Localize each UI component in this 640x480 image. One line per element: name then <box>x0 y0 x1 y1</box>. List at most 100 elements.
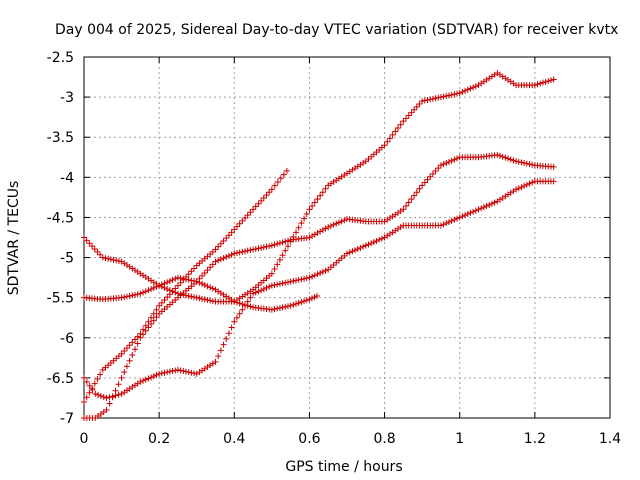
data-point <box>550 163 557 170</box>
data-point <box>199 280 206 287</box>
data-point <box>456 90 463 97</box>
data-point <box>161 296 168 303</box>
data-point <box>115 381 122 388</box>
x-tick-label: 1.2 <box>524 431 546 447</box>
data-point <box>247 294 254 301</box>
data-point <box>266 189 273 196</box>
data-point <box>306 296 313 303</box>
data-point <box>244 298 251 305</box>
y-tick-label: -6 <box>60 331 74 347</box>
data-point <box>271 266 278 273</box>
data-point <box>228 229 235 236</box>
data-point <box>419 98 426 105</box>
data-point <box>169 288 176 295</box>
data-point <box>94 248 101 255</box>
data-point <box>148 321 155 328</box>
data-point <box>89 386 96 393</box>
data-point <box>400 206 407 213</box>
data-point <box>437 162 444 169</box>
y-tick-label: -4 <box>60 170 74 186</box>
data-point <box>515 185 522 192</box>
data-point <box>283 167 290 174</box>
data-point <box>416 100 423 107</box>
data-point <box>284 243 291 250</box>
data-point <box>209 261 216 268</box>
data-point <box>494 151 501 158</box>
y-tick-label: -4.5 <box>47 210 74 226</box>
data-point <box>550 178 557 185</box>
data-point <box>277 175 284 182</box>
data-point <box>212 258 219 265</box>
data-point <box>83 394 90 401</box>
data-point <box>445 158 452 165</box>
data-point <box>255 200 262 207</box>
data-point <box>303 211 310 218</box>
data-point <box>464 211 471 218</box>
data-point <box>365 241 372 248</box>
data-point <box>131 336 138 343</box>
x-axis-label: GPS time / hours <box>285 459 402 475</box>
data-point <box>309 202 316 209</box>
data-point <box>242 248 249 255</box>
data-point <box>424 176 431 183</box>
data-point <box>94 376 101 383</box>
data-point <box>225 232 232 239</box>
data-point <box>403 202 410 209</box>
data-point <box>314 271 321 278</box>
data-point <box>258 197 265 204</box>
data-point <box>534 81 541 88</box>
data-point <box>306 274 313 281</box>
data-point <box>301 215 308 222</box>
data-point <box>333 220 340 227</box>
data-point <box>91 380 98 387</box>
data-point <box>280 171 287 178</box>
data-point <box>268 242 275 249</box>
data-point <box>279 280 286 287</box>
data-point <box>462 212 469 219</box>
data-point <box>427 96 434 103</box>
data-point <box>403 115 410 122</box>
data-point <box>276 256 283 263</box>
data-point <box>298 276 305 283</box>
data-point <box>158 370 165 377</box>
data-point <box>97 251 104 258</box>
data-point <box>134 333 141 340</box>
data-point <box>150 317 157 324</box>
chart-title: Day 004 of 2025, Sidereal Day-to-day VTE… <box>55 22 618 38</box>
data-point <box>225 330 232 337</box>
data-point <box>295 276 302 283</box>
data-point <box>368 240 375 247</box>
data-point <box>282 247 289 254</box>
x-tick-label: 1.4 <box>599 431 621 447</box>
data-point <box>475 206 482 213</box>
data-point <box>378 235 385 242</box>
data-point <box>131 291 138 298</box>
data-point <box>408 109 415 116</box>
data-point <box>107 256 114 263</box>
data-point <box>440 221 447 228</box>
data-point <box>204 267 211 274</box>
data-point <box>397 121 404 128</box>
data-point <box>518 159 525 166</box>
data-point <box>185 292 192 299</box>
data-point <box>177 275 184 282</box>
y-tick-label: -6.5 <box>47 371 74 387</box>
data-point <box>250 206 257 213</box>
data-point <box>81 398 87 405</box>
data-point <box>338 218 345 225</box>
data-point <box>255 245 262 252</box>
data-point <box>174 274 181 281</box>
data-point <box>470 208 477 215</box>
data-point <box>228 251 235 258</box>
data-point <box>405 112 412 119</box>
data-point <box>212 246 219 253</box>
data-point <box>325 224 332 231</box>
data-point <box>451 91 458 98</box>
data-point <box>112 387 119 394</box>
data-point <box>319 189 326 196</box>
data-point <box>376 236 383 243</box>
y-tick-label: -5.5 <box>47 291 74 307</box>
data-point <box>91 245 98 252</box>
data-point <box>172 289 179 296</box>
